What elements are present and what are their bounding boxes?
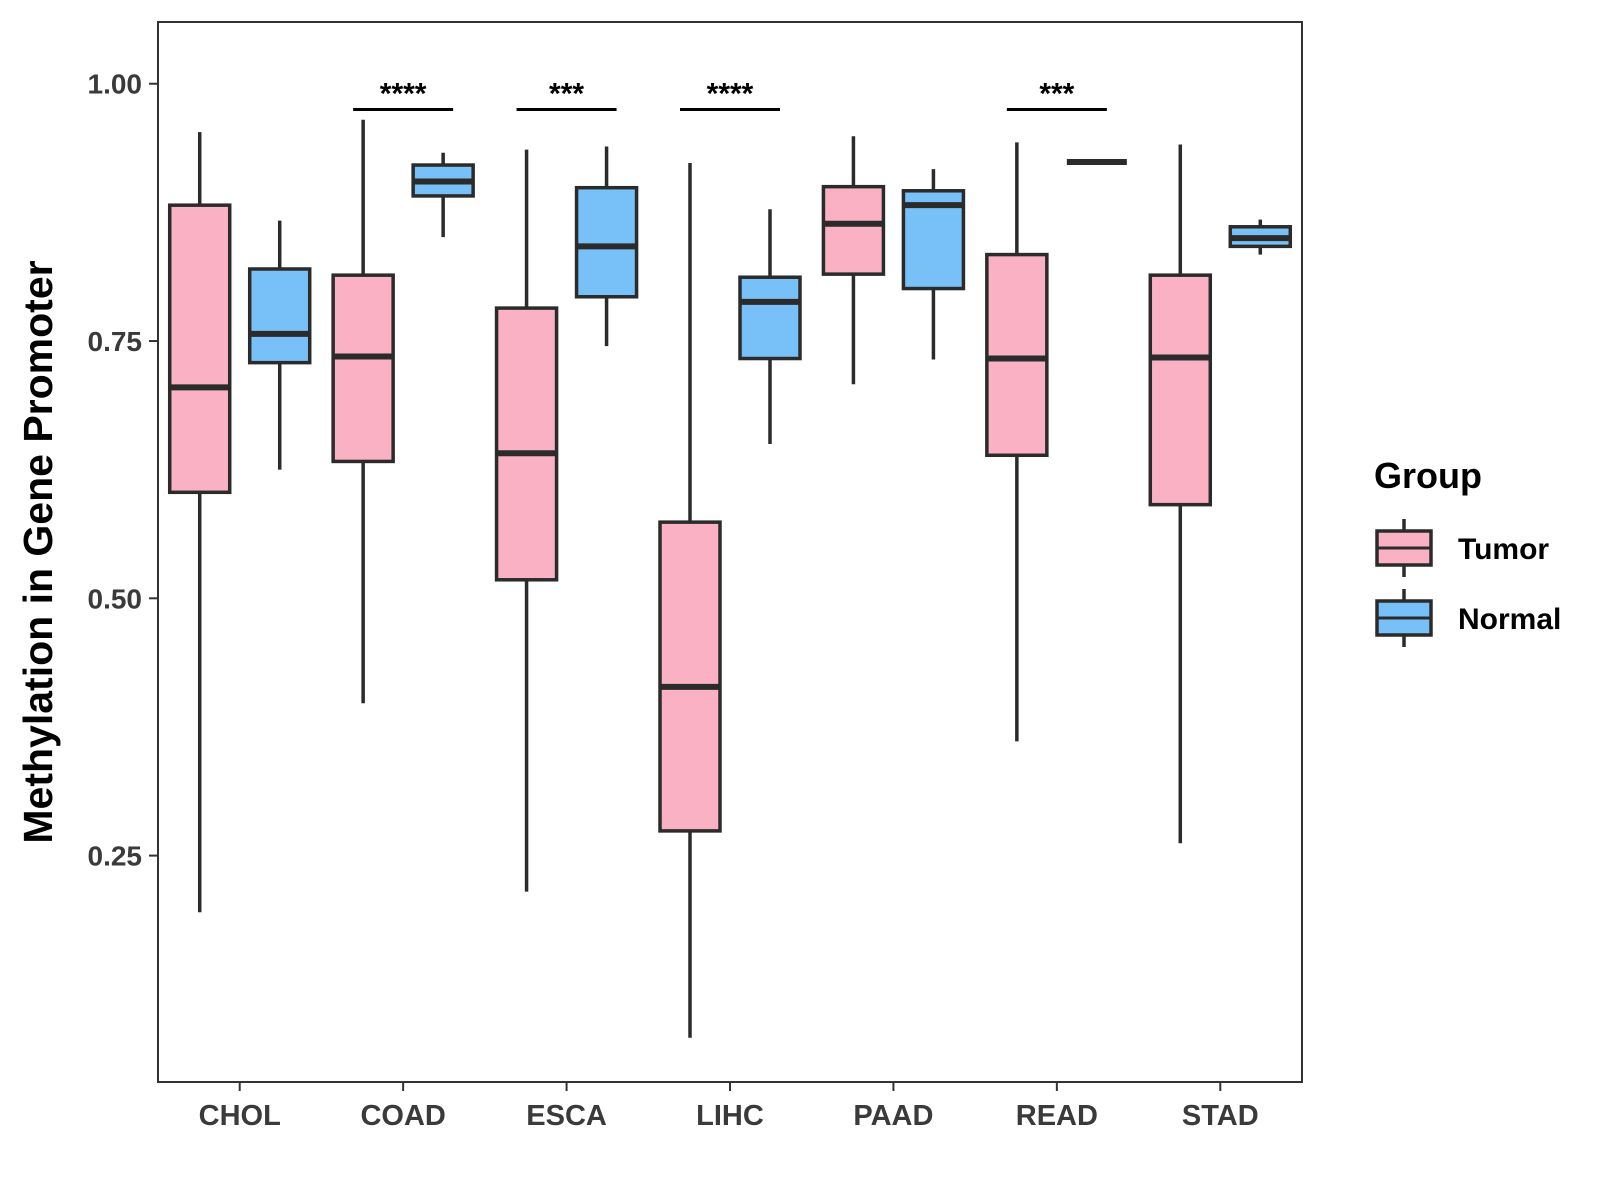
box-iqr <box>1148 273 1213 507</box>
box-normal-coad <box>411 152 475 238</box>
box-iqr <box>247 267 312 365</box>
box-normal-paad <box>901 169 966 360</box>
y-tick-label: 0.75 <box>88 326 143 357</box>
boxes-layer <box>167 119 1293 1038</box>
box-iqr <box>738 275 802 361</box>
x-tick-label: READ <box>1016 1100 1098 1132</box>
x-axis: CHOL COAD ESCA LIHC PAAD READ STAD <box>199 1082 1259 1132</box>
box-tumor-stad <box>1148 144 1213 844</box>
legend-item-normal: Normal <box>1375 589 1561 647</box>
box-tumor-lihc <box>658 162 722 1038</box>
box-iqr <box>658 520 722 833</box>
legend-label: Normal <box>1458 603 1561 636</box>
y-tick-label: 0.25 <box>88 841 143 872</box>
y-tick-label: 0.50 <box>88 583 143 614</box>
box-tumor-chol <box>167 132 232 913</box>
box-iqr <box>821 184 886 276</box>
box-normal-esca <box>574 146 639 347</box>
legend-title: Group <box>1374 455 1482 496</box>
x-tick-label: ESCA <box>526 1100 607 1132</box>
significance-annotations: **** *** **** *** <box>353 77 1107 111</box>
x-tick-label: COAD <box>360 1100 445 1132</box>
legend: Group Tumor Normal <box>1374 455 1561 647</box>
box-tumor-coad <box>331 119 395 704</box>
legend-item-tumor: Tumor <box>1375 519 1549 577</box>
box-tumor-read <box>985 142 1049 742</box>
x-tick-label: CHOL <box>199 1100 281 1132</box>
significance-label: **** <box>380 77 427 110</box>
box-tumor-esca <box>494 149 559 892</box>
legend-label: Tumor <box>1458 533 1549 566</box>
box-iqr <box>167 203 232 495</box>
box-iqr <box>494 306 559 582</box>
box-normal-chol <box>247 220 312 470</box>
significance-label: **** <box>707 77 754 110</box>
y-axis: 0.25 0.50 0.75 1.00 <box>88 69 158 872</box>
x-tick-label: PAAD <box>853 1100 933 1132</box>
box-iqr <box>985 252 1049 458</box>
box-normal-lihc <box>738 209 802 444</box>
x-tick-label: LIHC <box>696 1100 764 1132</box>
y-tick-label: 1.00 <box>88 69 143 100</box>
box-iqr <box>574 185 639 299</box>
plot-panel <box>157 21 1303 1083</box>
box-tumor-paad <box>821 136 886 385</box>
significance-label: *** <box>549 77 584 110</box>
y-axis-title: Methylation in Gene Promoter <box>15 260 61 843</box>
significance-label: *** <box>1039 77 1074 110</box>
box-iqr <box>331 273 395 464</box>
x-tick-label: STAD <box>1182 1100 1259 1132</box>
box-normal-stad <box>1228 219 1293 255</box>
